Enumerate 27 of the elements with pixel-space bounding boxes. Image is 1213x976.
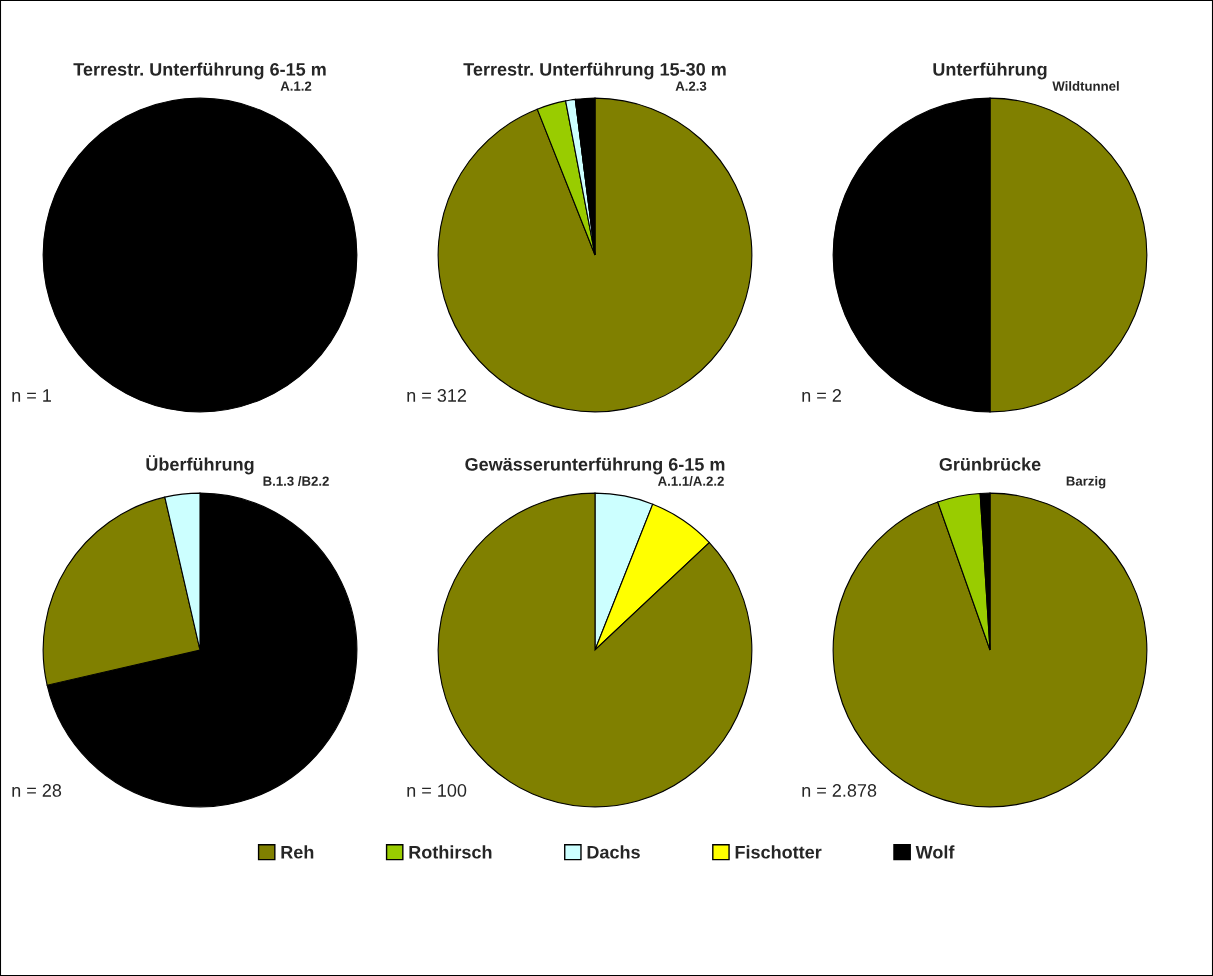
chart-title: Terrestr. Unterführung 6-15 m bbox=[73, 62, 326, 80]
chart-title: Terrestr. Unterführung 15-30 m bbox=[463, 62, 726, 80]
pie-slice bbox=[536, 100, 596, 256]
text: Wildtunnel bbox=[1052, 81, 1119, 91]
legend-label: Fischotter bbox=[735, 845, 822, 859]
text: B.1.3 /B2.2 bbox=[263, 476, 329, 486]
legend-label: Wolf bbox=[915, 845, 955, 859]
pie-slice bbox=[437, 492, 753, 808]
text: Barzig bbox=[1066, 476, 1106, 489]
text: n = 28 bbox=[12, 784, 62, 797]
text: n = 100 bbox=[407, 784, 467, 797]
text: n = 312 bbox=[407, 389, 467, 402]
text: A.1.2 bbox=[280, 81, 312, 91]
chart-title: Überführung bbox=[146, 455, 254, 475]
pie-slice bbox=[832, 492, 1148, 808]
text: A.1.1/A.2.2 bbox=[657, 476, 724, 486]
legend-label: Dachs bbox=[587, 845, 640, 859]
text: A.2.3 bbox=[675, 81, 707, 91]
chart-title: Grünbrücke bbox=[939, 457, 1041, 471]
text: n = 2 bbox=[802, 389, 841, 402]
chart-title: Unterführung bbox=[933, 62, 1047, 80]
legend-label: Reh bbox=[281, 845, 314, 859]
legend-label: Rothirsch bbox=[409, 845, 492, 859]
pie-slice bbox=[437, 97, 753, 413]
text: n = 2.878 bbox=[802, 784, 877, 797]
chart-title: Gewässerunterführung 6-15 m bbox=[465, 457, 725, 475]
text: n = 1 bbox=[12, 389, 51, 402]
